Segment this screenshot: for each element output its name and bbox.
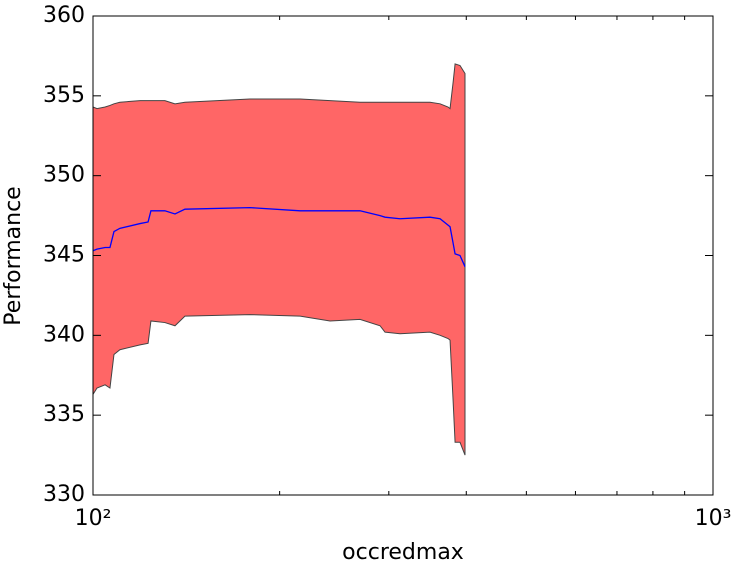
y-axis-label: Performance [1, 186, 26, 325]
y-tick-label: 335 [43, 402, 85, 427]
y-tick-label: 350 [43, 163, 85, 188]
x-tick-label: 10³ [695, 506, 732, 531]
band [92, 63, 466, 456]
y-tick-label: 360 [43, 3, 85, 28]
x-tick-label: 10² [75, 506, 112, 531]
y-tick-label: 340 [43, 322, 85, 347]
line [92, 206, 466, 267]
y-tick-label: 355 [43, 83, 85, 108]
y-tick-label: 345 [43, 243, 85, 268]
y-tick-label: 330 [43, 482, 85, 507]
x-axis-label: occredmax [342, 540, 464, 565]
